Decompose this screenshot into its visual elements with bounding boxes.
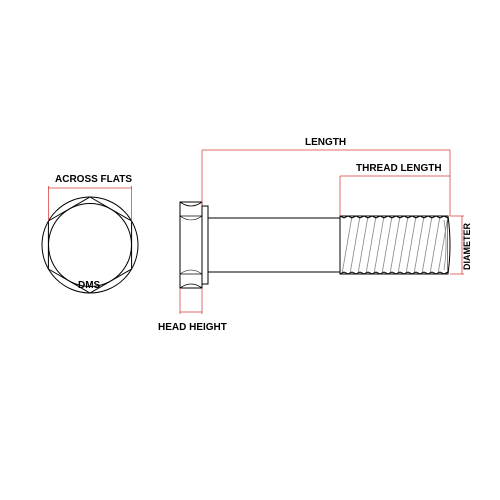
dim-thread-length: THREAD LENGTH: [340, 163, 450, 216]
bolt-diagram: ACROSS FLATS DMS: [0, 0, 500, 500]
label-head-height: HEAD HEIGHT: [158, 322, 227, 333]
label-length: LENGTH: [305, 137, 346, 148]
label-thread-length: THREAD LENGTH: [356, 163, 442, 174]
label-diameter: DIAMETER: [462, 223, 472, 271]
dim-head-height: HEAD HEIGHT: [158, 288, 227, 333]
dim-length: LENGTH: [202, 137, 450, 216]
label-dms: DMS: [78, 280, 101, 291]
hex-head-front-view: [42, 197, 138, 293]
label-across-flats: ACROSS FLATS: [55, 174, 132, 185]
bolt-side-view: [180, 202, 450, 288]
dim-diameter: DIAMETER: [450, 216, 472, 274]
